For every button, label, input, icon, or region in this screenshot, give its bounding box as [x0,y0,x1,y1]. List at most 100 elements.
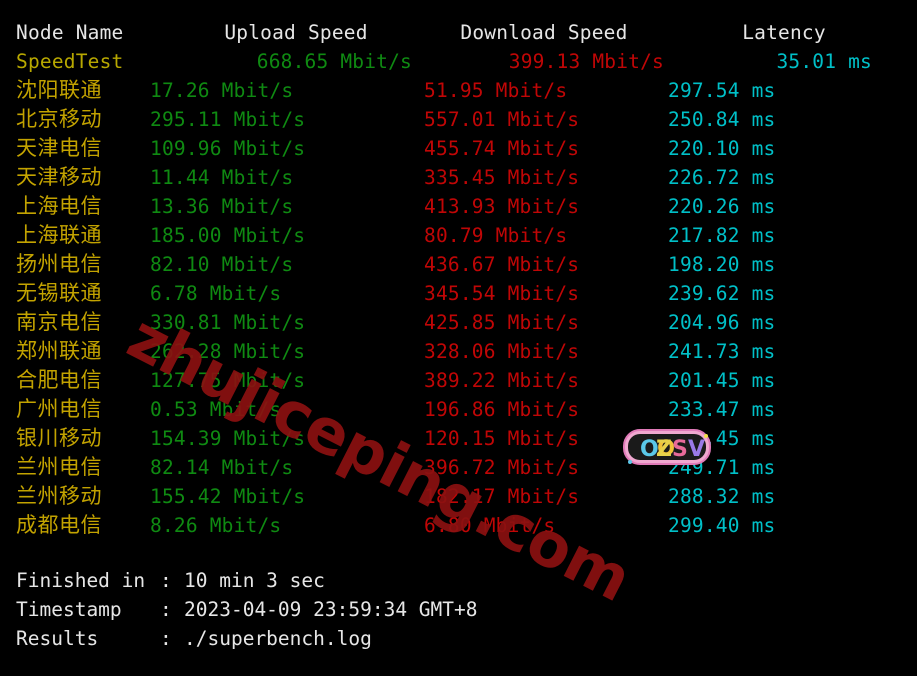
summary-label: Results [16,627,99,650]
table-row: 郑州联通 262.28 Mbit/s 328.06 Mbit/s 241.73 ms [0,337,917,366]
table-row: 银川移动 154.39 Mbit/s 120.15 Mbit/s 220.45 ms [0,424,917,453]
summary-colon: : [160,569,172,592]
latency-cell: 249.71 ms [668,456,776,479]
summary-label: Timestamp [16,598,122,621]
upload-speed-cell: 127.75 Mbit/s [150,369,306,392]
latency-cell: 297.54 ms [668,79,776,102]
node-name-cell: 上海联通 [16,223,102,247]
latency-cell: 288.32 ms [668,485,776,508]
node-name-cell: 银川移动 [16,426,102,450]
download-speed-cell: 557.01 Mbit/s [424,108,580,131]
download-speed-cell: 425.85 Mbit/s [424,311,580,334]
divider-top: - - - - - - - - - - - - - - - - - - - - … [0,4,917,7]
table-row: 沈阳联通 17.26 Mbit/s 51.95 Mbit/s 297.54 ms [0,76,917,105]
upload-speed-cell: 0.53 Mbit/s [150,398,282,421]
upload-speed-cell: 109.96 Mbit/s [150,137,306,160]
summary-colon: : [160,627,172,650]
download-speed-cell: 399.13 Mbit/s [508,50,664,73]
table-row: 兰州移动 155.42 Mbit/s 182.17 Mbit/s 288.32 ms [0,482,917,511]
node-name-cell: SpeedTest [16,50,124,73]
upload-speed-cell: 330.81 Mbit/s [150,311,306,334]
column-header-node-name: Node Name [16,21,124,44]
latency-cell: 220.10 ms [668,137,776,160]
latency-cell: 35.01 ms [776,50,872,73]
upload-speed-cell: 668.65 Mbit/s [256,50,412,73]
download-speed-cell: 80.79 Mbit/s [424,224,568,247]
download-speed-cell: 51.95 Mbit/s [424,79,568,102]
table-row: 扬州电信 82.10 Mbit/s 436.67 Mbit/s 198.20 ms [0,250,917,279]
download-speed-cell: 196.86 Mbit/s [424,398,580,421]
latency-cell: 198.20 ms [668,253,776,276]
table-header-row: Node Name Upload Speed Download Speed La… [0,18,917,47]
node-name-cell: 兰州移动 [16,484,102,508]
summary-label: Finished in [16,569,146,592]
node-name-cell: 无锡联通 [16,281,102,305]
summary-row: Finished in:10 min 3 sec [0,566,917,595]
table-row: 无锡联通 6.78 Mbit/s 345.54 Mbit/s 239.62 ms [0,279,917,308]
table-row: 北京移动 295.11 Mbit/s 557.01 Mbit/s 250.84 ms [0,105,917,134]
latency-cell: 201.45 ms [668,369,776,392]
download-speed-cell: 120.15 Mbit/s [424,427,580,450]
upload-speed-cell: 295.11 Mbit/s [150,108,306,131]
node-name-cell: 扬州电信 [16,252,102,276]
latency-cell: 204.96 ms [668,311,776,334]
download-speed-cell: 436.67 Mbit/s [424,253,580,276]
table-row: 成都电信 8.26 Mbit/s 6.80 Mbit/s 299.40 ms [0,511,917,540]
download-speed-cell: 389.22 Mbit/s [424,369,580,392]
summary-value: 2023-04-09 23:59:34 GMT+8 [184,598,478,621]
upload-speed-cell: 6.78 Mbit/s [150,282,282,305]
node-name-cell: 合肥电信 [16,368,102,392]
node-name-cell: 郑州联通 [16,339,102,363]
latency-cell: 220.26 ms [668,195,776,218]
latency-cell: 299.40 ms [668,514,776,537]
table-row: 广州电信 0.53 Mbit/s 196.86 Mbit/s 233.47 ms [0,395,917,424]
latency-cell: 250.84 ms [668,108,776,131]
upload-speed-cell: 8.26 Mbit/s [150,514,282,537]
summary-row: Results: ./superbench.log [0,624,917,653]
download-speed-cell: 6.80 Mbit/s [424,514,556,537]
upload-speed-cell: 82.10 Mbit/s [150,253,294,276]
speedtest-results-table: Node Name Upload Speed Download Speed La… [0,18,917,540]
table-row: 天津移动 11.44 Mbit/s 335.45 Mbit/s 226.72 ms [0,163,917,192]
upload-speed-cell: 185.00 Mbit/s [150,224,306,247]
table-row: SpeedTest 668.65 Mbit/s 399.13 Mbit/s 35.01… [0,47,917,76]
latency-cell: 217.82 ms [668,224,776,247]
node-name-cell: 广州电信 [16,397,102,421]
table-row: 合肥电信 127.75 Mbit/s 389.22 Mbit/s 201.45 ms [0,366,917,395]
latency-cell: 226.72 ms [668,166,776,189]
upload-speed-cell: 154.39 Mbit/s [150,427,306,450]
download-speed-cell: 182.17 Mbit/s [424,485,580,508]
latency-cell: 233.47 ms [668,398,776,421]
node-name-cell: 沈阳联通 [16,78,102,102]
latency-cell: 220.45 ms [668,427,776,450]
download-speed-cell: 328.06 Mbit/s [424,340,580,363]
summary-section: Finished in:10 min 3 sec Timestamp:2023-0… [0,566,917,653]
node-name-cell: 天津电信 [16,136,102,160]
node-name-cell: 成都电信 [16,513,102,537]
table-row: 南京电信 330.81 Mbit/s 425.85 Mbit/s 204.96 ms [0,308,917,337]
latency-cell: 241.73 ms [668,340,776,363]
latency-cell: 239.62 ms [668,282,776,305]
upload-speed-cell: 11.44 Mbit/s [150,166,294,189]
node-name-cell: 兰州电信 [16,455,102,479]
node-name-cell: 北京移动 [16,107,102,131]
summary-value: ./superbench.log [184,627,372,650]
download-speed-cell: 335.45 Mbit/s [424,166,580,189]
column-header-download-speed: Download Speed [460,21,628,44]
download-speed-cell: 455.74 Mbit/s [424,137,580,160]
node-name-cell: 南京电信 [16,310,102,334]
column-header-latency: Latency [742,21,826,44]
summary-colon: : [160,598,172,621]
download-speed-cell: 345.54 Mbit/s [424,282,580,305]
node-name-cell: 上海电信 [16,194,102,218]
summary-value: 10 min 3 sec [184,569,325,592]
table-row: 上海电信 13.36 Mbit/s 413.93 Mbit/s 220.26 ms [0,192,917,221]
table-row: 天津电信 109.96 Mbit/s 455.74 Mbit/s 220.10 ms [0,134,917,163]
node-name-cell: 天津移动 [16,165,102,189]
upload-speed-cell: 262.28 Mbit/s [150,340,306,363]
table-row: 兰州电信 82.14 Mbit/s 396.72 Mbit/s 249.71 ms [0,453,917,482]
download-speed-cell: 413.93 Mbit/s [424,195,580,218]
upload-speed-cell: 17.26 Mbit/s [150,79,294,102]
summary-row: Timestamp:2023-04-09 23:59:34 GMT+8 [0,595,917,624]
